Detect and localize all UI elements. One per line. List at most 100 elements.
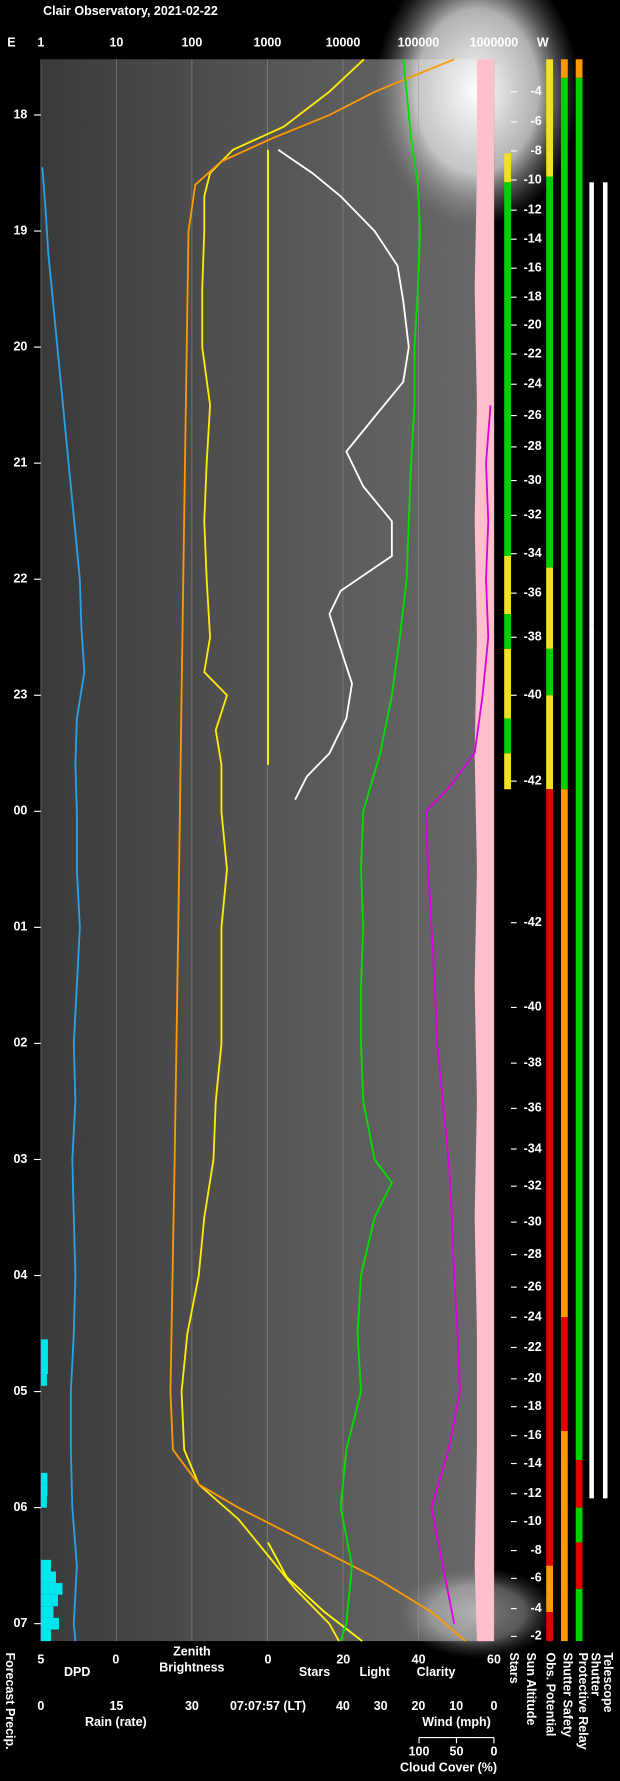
sun-altitude-label: -8 xyxy=(531,1543,542,1557)
rain-bar xyxy=(40,1571,56,1584)
time-tick-label: 19 xyxy=(13,223,27,237)
rain-bar xyxy=(40,1350,48,1363)
vertical-label: Protective Relay xyxy=(576,1652,590,1749)
sun-altitude-label: -20 xyxy=(524,317,542,331)
series-label: Clarity xyxy=(417,1665,456,1679)
sun-altitude-label: -38 xyxy=(524,1055,542,1069)
status-segment xyxy=(575,1588,583,1642)
vertical-label: Shutter Safety xyxy=(560,1652,574,1737)
rain-bar xyxy=(40,1583,63,1595)
bottom-tick-label: 40 xyxy=(412,1653,426,1667)
sun-altitude-label: -26 xyxy=(524,1279,542,1293)
bottom-tick-label: 40 xyxy=(336,1699,350,1713)
status-segment xyxy=(575,77,583,1461)
time-tick-label: 01 xyxy=(13,920,27,934)
top-tick-label: 1000 xyxy=(254,36,282,50)
sun-altitude-label: -10 xyxy=(524,172,542,186)
time-tick-label: 18 xyxy=(13,107,27,121)
sun-altitude-label: -36 xyxy=(524,1101,542,1115)
series-label: Stars xyxy=(299,1665,330,1679)
rain-bar xyxy=(40,1617,60,1630)
status-segment xyxy=(546,648,554,696)
time-tick-label: 03 xyxy=(13,1152,27,1166)
vertical-label: Shutter xyxy=(589,1652,603,1696)
rain-bar xyxy=(40,1559,51,1572)
status-segment xyxy=(546,1612,554,1642)
sun-altitude-label: -28 xyxy=(524,439,542,453)
rain-bar xyxy=(40,1606,54,1618)
vertical-label: Telescope xyxy=(601,1652,615,1712)
rain-bar xyxy=(40,1339,48,1351)
rain-bar xyxy=(40,1362,48,1375)
sun-altitude-label: -6 xyxy=(531,114,542,128)
axis-end-label: E xyxy=(7,36,15,50)
sun-altitude-label: -24 xyxy=(524,1310,542,1324)
time-tick-label: 04 xyxy=(13,1268,27,1282)
status-segment xyxy=(560,77,568,790)
series-label: Rain (rate) xyxy=(85,1715,147,1729)
bottom-tick-label: 0 xyxy=(112,1653,119,1667)
top-tick-label: 100 xyxy=(181,36,202,50)
bottom-tick-label: 0 xyxy=(265,1653,272,1667)
bottom-tick-label: 30 xyxy=(374,1699,388,1713)
top-tick-label: 1 xyxy=(37,36,44,50)
status-segment xyxy=(575,59,583,78)
sun-altitude-label: -42 xyxy=(524,773,542,787)
vertical-label: Sun Altitude xyxy=(524,1652,538,1725)
sun-altitude-label: -4 xyxy=(531,84,542,98)
time-tick-label: 21 xyxy=(13,455,27,469)
bottom-tick-label: 0 xyxy=(37,1699,44,1713)
series-label: Wind (mph) xyxy=(422,1715,491,1729)
sun-altitude-label: -20 xyxy=(524,1371,542,1385)
status-segment xyxy=(546,59,554,177)
status-segment xyxy=(546,789,554,1566)
status-segment xyxy=(504,648,511,719)
status-segment xyxy=(575,1507,583,1543)
time-tick-label: 02 xyxy=(13,1036,27,1050)
series-line xyxy=(339,59,422,1642)
sun-altitude-label: -10 xyxy=(524,1514,542,1528)
sun-altitude-label: -24 xyxy=(524,377,542,391)
sun-altitude-label: -32 xyxy=(524,508,542,522)
sun-altitude-label: -34 xyxy=(524,546,542,560)
status-segment xyxy=(602,182,608,1499)
series-line xyxy=(277,149,410,801)
status-segment xyxy=(560,789,568,1318)
top-tick-label: 10 xyxy=(109,36,123,50)
series-line xyxy=(169,58,467,1642)
series-line xyxy=(41,167,86,1642)
sun-altitude-label: -2 xyxy=(531,1629,542,1643)
sun-altitude-label: -18 xyxy=(524,289,542,303)
sun-altitude-label: -40 xyxy=(524,1000,542,1014)
status-segment xyxy=(560,1317,568,1432)
bottom-tick-label: 60 xyxy=(487,1653,501,1667)
bottom-tick-label: 10 xyxy=(449,1699,463,1713)
time-label: 07:07:57 (LT) xyxy=(230,1699,306,1713)
vertical-label: Obs. Potential xyxy=(543,1652,557,1736)
sun-altitude-label: -30 xyxy=(524,473,542,487)
wind-area xyxy=(474,59,494,1642)
bottom-tick-label: 30 xyxy=(185,1699,199,1713)
sun-altitude-label: -4 xyxy=(531,1601,542,1615)
status-segment xyxy=(504,153,511,183)
sun-altitude-label: -26 xyxy=(524,408,542,422)
time-tick-label: 20 xyxy=(13,339,27,353)
status-segment xyxy=(504,614,511,649)
axis-end-label: W xyxy=(537,36,549,50)
sun-altitude-label: -22 xyxy=(524,1340,542,1354)
sun-altitude-label: -36 xyxy=(524,585,542,599)
sun-altitude-label: -32 xyxy=(524,1178,542,1192)
series-line xyxy=(180,58,365,1642)
status-segment xyxy=(546,176,554,568)
sun-altitude-label: -16 xyxy=(524,260,542,274)
sun-altitude-label: -8 xyxy=(531,143,542,157)
series-line xyxy=(424,405,492,1624)
bottom-tick-label: 5 xyxy=(37,1653,44,1667)
status-segment xyxy=(589,182,594,626)
bottom-tick-label: 50 xyxy=(450,1745,464,1759)
vertical-label: Forecast Precip. xyxy=(3,1652,17,1749)
sun-altitude-label: -40 xyxy=(524,688,542,702)
bottom-tick-label: 0 xyxy=(490,1745,497,1759)
